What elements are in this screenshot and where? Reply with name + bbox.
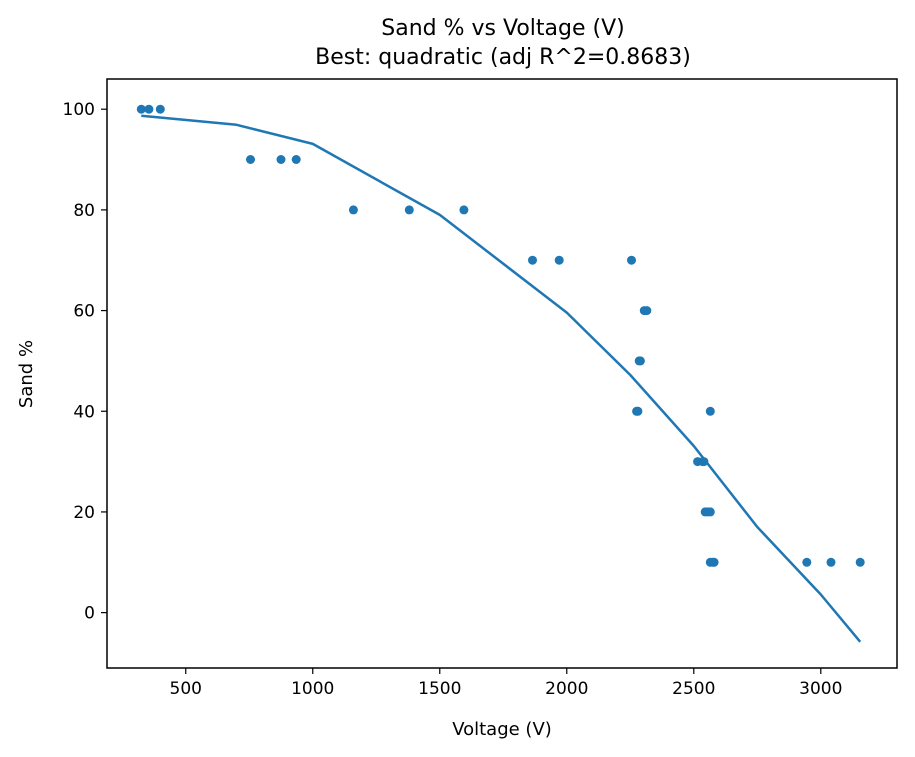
- data-point: [699, 457, 709, 467]
- x-tick-label: 3000: [799, 679, 842, 699]
- y-tick-label: 20: [73, 503, 95, 523]
- y-tick-label: 0: [84, 604, 95, 624]
- data-point: [826, 557, 836, 567]
- chart-title: Sand % vs Voltage (V): [381, 16, 624, 41]
- data-point: [627, 255, 636, 265]
- y-axis-label: Sand %: [16, 340, 37, 408]
- data-point: [291, 155, 301, 164]
- y-tick-label: 80: [73, 201, 95, 221]
- data-point: [554, 255, 564, 265]
- plot-frame: [106, 78, 898, 669]
- x-axis-label: Voltage (V): [452, 719, 552, 740]
- data-point: [705, 406, 715, 416]
- data-point: [642, 306, 652, 316]
- data-point: [136, 104, 146, 114]
- x-tick-label: 2000: [545, 679, 588, 699]
- data-point: [276, 155, 286, 164]
- data-point: [802, 557, 812, 567]
- data-point: [144, 104, 154, 114]
- data-points-layer: [136, 104, 865, 567]
- data-point: [633, 406, 643, 416]
- data-point: [635, 356, 645, 366]
- plot-area: [106, 78, 898, 669]
- y-tick-label: 40: [73, 402, 95, 422]
- axis-ticks-layer: 500 1000 1500 2000 2500 3000 0 20 40 60 80 100: [63, 100, 843, 699]
- data-point: [459, 205, 469, 215]
- data-point: [155, 104, 165, 114]
- data-point: [246, 155, 255, 164]
- data-point: [404, 205, 414, 215]
- data-point: [348, 205, 358, 215]
- data-point: [705, 507, 715, 517]
- y-tick-label: 100: [63, 100, 95, 120]
- data-point: [855, 557, 865, 567]
- fit-curve-layer: [141, 114, 862, 643]
- data-point: [709, 557, 719, 567]
- fit-curve-line: [141, 114, 862, 643]
- chart-subtitle: Best: quadratic (adj R^2=0.8683): [315, 45, 691, 70]
- y-tick-label: 60: [73, 302, 95, 322]
- x-tick-label: 1000: [291, 679, 334, 699]
- x-tick-label: 1500: [418, 679, 461, 699]
- x-tick-label: 500: [170, 679, 202, 699]
- data-point: [528, 255, 537, 265]
- x-tick-label: 2500: [672, 679, 715, 699]
